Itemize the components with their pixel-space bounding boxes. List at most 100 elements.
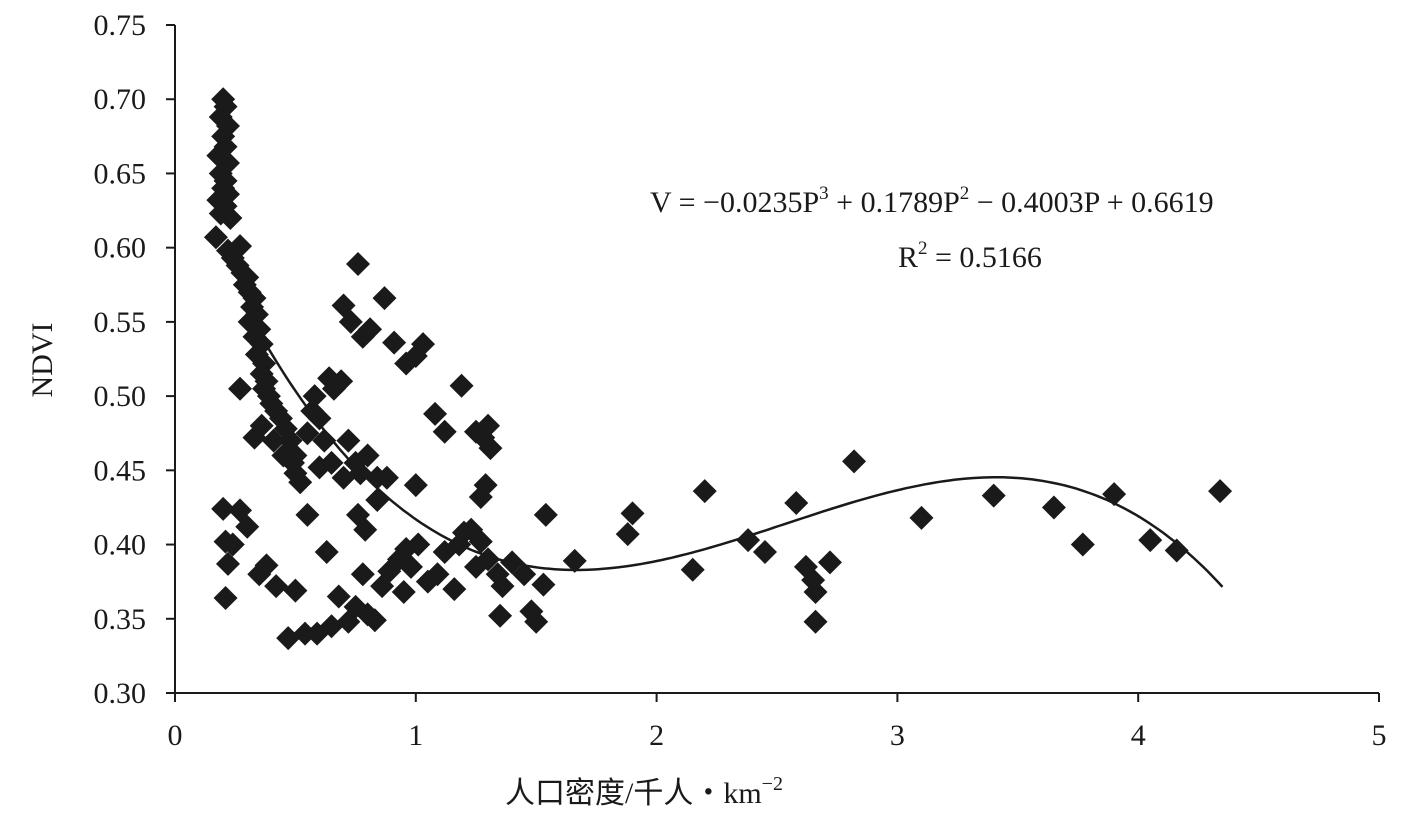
y-axis-title: NDVI [26, 323, 59, 398]
trendline [246, 310, 1224, 588]
x-tick-label: 5 [1372, 719, 1387, 752]
equation-suffix: − 0.4003P + 0.6619 [969, 186, 1213, 219]
data-point [203, 225, 228, 250]
data-point [478, 436, 503, 461]
data-point [524, 609, 549, 634]
data-point [288, 470, 313, 495]
data-point [353, 517, 378, 542]
data-point [784, 490, 809, 515]
data-point [211, 496, 236, 521]
data-point [615, 522, 640, 547]
x-tick-label: 4 [1131, 719, 1146, 752]
data-point [355, 443, 380, 468]
equation-line: V = −0.0235P3 + 0.1789P2 − 0.4003P + 0.6… [650, 183, 1214, 219]
y-tick-label: 0.75 [94, 9, 147, 42]
data-point [680, 557, 705, 582]
data-point [295, 502, 320, 527]
x-tick-label: 1 [408, 719, 423, 752]
data-point [261, 428, 286, 453]
data-point [981, 483, 1006, 508]
data-point [302, 384, 327, 409]
data-point [346, 251, 371, 276]
data-point [423, 401, 448, 426]
data-point [1138, 528, 1163, 553]
data-point [488, 603, 513, 628]
data-point [213, 585, 238, 610]
data-point [512, 562, 537, 587]
equation-prefix: V = −0.0235P [650, 186, 819, 219]
equation-exp2: 2 [960, 183, 970, 204]
data-point [326, 584, 351, 609]
data-point [531, 572, 556, 597]
x-tick-label: 0 [168, 719, 183, 752]
data-point [215, 551, 240, 576]
equation-mid: + 0.1789P [829, 186, 960, 219]
data-point [1041, 495, 1066, 520]
data-point [432, 419, 457, 444]
y-axis-ticks: 0.30 0.35 0.40 0.45 0.50 0.55 0.60 0.65 0.70 0.75 [94, 9, 175, 710]
data-point [314, 539, 339, 564]
y-tick-label: 0.70 [94, 83, 147, 116]
data-point [220, 532, 245, 557]
x-axis-ticks: 0 1 2 3 4 5 [168, 693, 1387, 752]
y-tick-label: 0.50 [94, 380, 147, 413]
data-point [331, 465, 356, 490]
data-point [235, 514, 260, 539]
data-point [365, 488, 390, 513]
data-point [283, 578, 308, 603]
x-axis-title: 人口密度/千人・km−2 [505, 773, 783, 810]
data-point [752, 539, 777, 564]
data-point [283, 443, 308, 468]
data-points [203, 87, 1233, 651]
x-tick-label: 3 [890, 719, 905, 752]
data-point [490, 574, 515, 599]
data-point [411, 332, 436, 357]
r-squared-base: R [898, 241, 918, 274]
regression-equation: V = −0.0235P3 + 0.1789P2 − 0.4003P + 0.6… [650, 183, 1214, 274]
data-point [803, 580, 828, 605]
data-point [449, 373, 474, 398]
data-point [403, 473, 428, 498]
data-point [909, 505, 934, 530]
y-tick-label: 0.60 [94, 232, 147, 265]
data-point [842, 449, 867, 474]
y-tick-label: 0.40 [94, 529, 147, 562]
data-point [1164, 538, 1189, 563]
equation-exp3: 3 [819, 183, 829, 204]
data-point [228, 376, 253, 401]
data-point [382, 330, 407, 355]
data-point [307, 455, 332, 480]
data-point [620, 501, 645, 526]
data-point [398, 554, 423, 579]
data-point [264, 574, 289, 599]
x-axis-title-exponent: −2 [762, 773, 783, 795]
y-tick-label: 0.65 [94, 157, 147, 190]
x-tick-label: 2 [649, 719, 664, 752]
data-point [468, 529, 493, 554]
r-squared: R2 = 0.5166 [898, 238, 1042, 274]
data-point [372, 286, 397, 311]
data-point [249, 413, 274, 438]
data-point [692, 479, 717, 504]
data-point [312, 428, 337, 453]
data-point [338, 309, 363, 334]
data-point [237, 309, 262, 334]
data-point [374, 465, 399, 490]
r-squared-value: = 0.5166 [928, 241, 1042, 274]
data-point [336, 428, 361, 453]
y-tick-label: 0.35 [94, 603, 147, 636]
data-point [358, 317, 383, 342]
data-point [562, 548, 587, 573]
data-point [271, 443, 296, 468]
data-point [254, 553, 279, 578]
data-point [295, 421, 320, 446]
r-squared-exp: 2 [918, 238, 928, 259]
data-point [1208, 479, 1233, 504]
data-point [319, 614, 344, 639]
data-point [228, 234, 253, 259]
x-axis-title-text: 人口密度/千人・km [505, 777, 762, 810]
data-point [473, 473, 498, 498]
data-point [442, 577, 467, 602]
data-point [218, 205, 243, 230]
